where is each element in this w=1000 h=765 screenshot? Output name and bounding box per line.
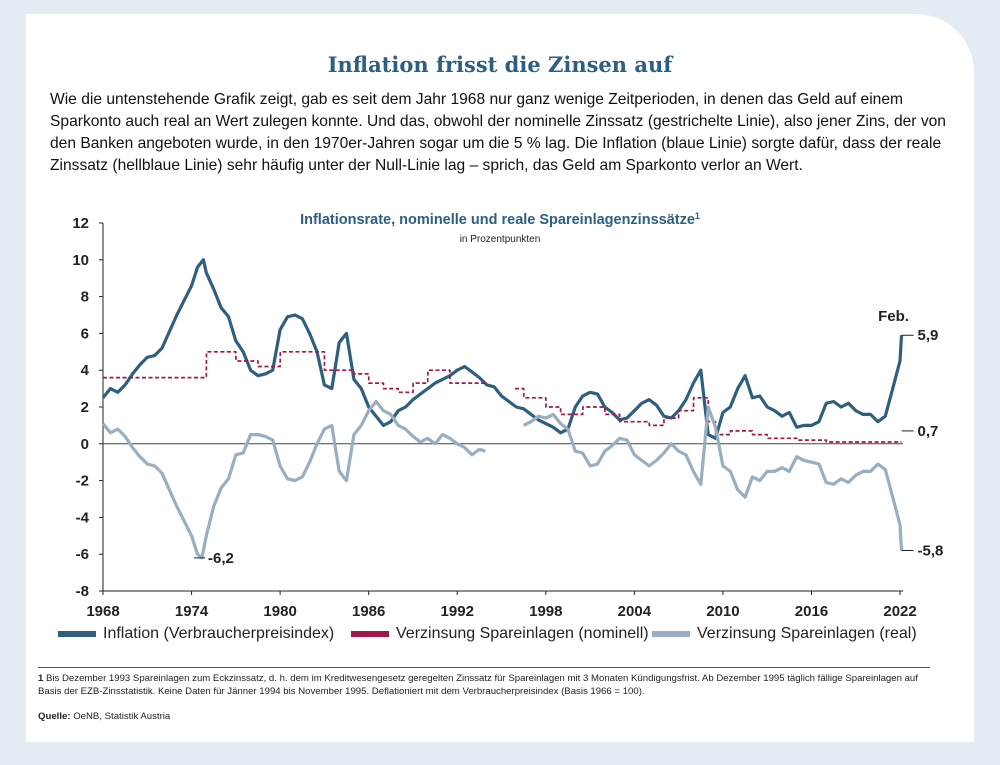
y-tick-label: 0 (81, 436, 89, 453)
y-tick-label: 6 (81, 325, 89, 342)
legend-swatch-real (652, 631, 690, 637)
y-tick-label: -4 (76, 509, 90, 526)
source-label: Quelle: (38, 711, 71, 722)
y-tick-label: 8 (81, 289, 89, 306)
y-tick-label: 10 (72, 252, 89, 269)
x-tick-label: 2004 (618, 603, 652, 620)
legend-item-nominal: Verzinsung Spareinlagen (nominell) (351, 625, 649, 643)
legend-item-real: Verzinsung Spareinlagen (real) (652, 625, 917, 643)
x-tick-label: 2022 (883, 603, 916, 620)
page-title: Inflation frisst die Zinsen auf (327, 52, 673, 77)
legend-label-nominal: Verzinsung Spareinlagen (nominell) (396, 625, 649, 642)
legend-swatch-inflation (58, 631, 96, 637)
x-tick-label: 1986 (352, 603, 385, 620)
annotation-real-end: -5,8 (918, 543, 944, 560)
x-tick-label: 1968 (86, 603, 119, 620)
source-text: OeNB, Statistik Austria (70, 711, 171, 722)
y-tick-label: -6 (76, 546, 89, 563)
x-tick-label: 1992 (441, 603, 474, 620)
y-tick-label: -2 (76, 473, 89, 490)
footnote-number: 1 (38, 673, 44, 684)
x-tick-label: 2010 (706, 603, 739, 620)
chart-legend: Inflation (Verbraucherpreisindex) Verzin… (58, 625, 958, 647)
y-tick-label: -8 (76, 583, 89, 600)
y-tick-label: 12 (72, 215, 89, 232)
y-tick-label: 4 (81, 362, 90, 379)
annotation-nominal-end: 0,7 (918, 423, 939, 440)
legend-swatch-nominal (351, 631, 389, 637)
x-tick-label: 1980 (263, 603, 296, 620)
intro-paragraph: Wie die untenstehende Grafik zeigt, gab … (50, 91, 946, 174)
series-real-line (101, 399, 904, 560)
footnote-divider (38, 667, 930, 668)
annotation-inflation-end: 5,9 (918, 327, 939, 344)
y-tick-label: 2 (81, 399, 89, 416)
x-tick-label: 1998 (529, 603, 562, 620)
chart-subtitle: in Prozentpunkten (460, 234, 541, 245)
footnote-text: Bis Dezember 1993 Spareinlagen zum Eckzi… (38, 673, 918, 697)
x-tick-label: 1974 (175, 603, 209, 620)
annotation-min: -6,2 (208, 550, 234, 567)
chart-title: Inflationsrate, nominelle und reale Spar… (300, 211, 700, 228)
source-line: Quelle: OeNB, Statistik Austria (38, 711, 170, 722)
x-tick-label: 2016 (795, 603, 828, 620)
annotation-month: Feb. (878, 308, 909, 325)
legend-label-inflation: Inflation (Verbraucherpreisindex) (103, 625, 335, 642)
legend-label-real: Verzinsung Spareinlagen (real) (697, 625, 917, 642)
series-nominal-line (103, 350, 902, 443)
legend-item-inflation: Inflation (Verbraucherpreisindex) (58, 625, 334, 643)
series-inflation-line (101, 258, 904, 440)
footnote: 1 Bis Dezember 1993 Spareinlagen zum Eck… (38, 672, 938, 698)
chart-title-footnote-mark: 1 (695, 211, 700, 221)
